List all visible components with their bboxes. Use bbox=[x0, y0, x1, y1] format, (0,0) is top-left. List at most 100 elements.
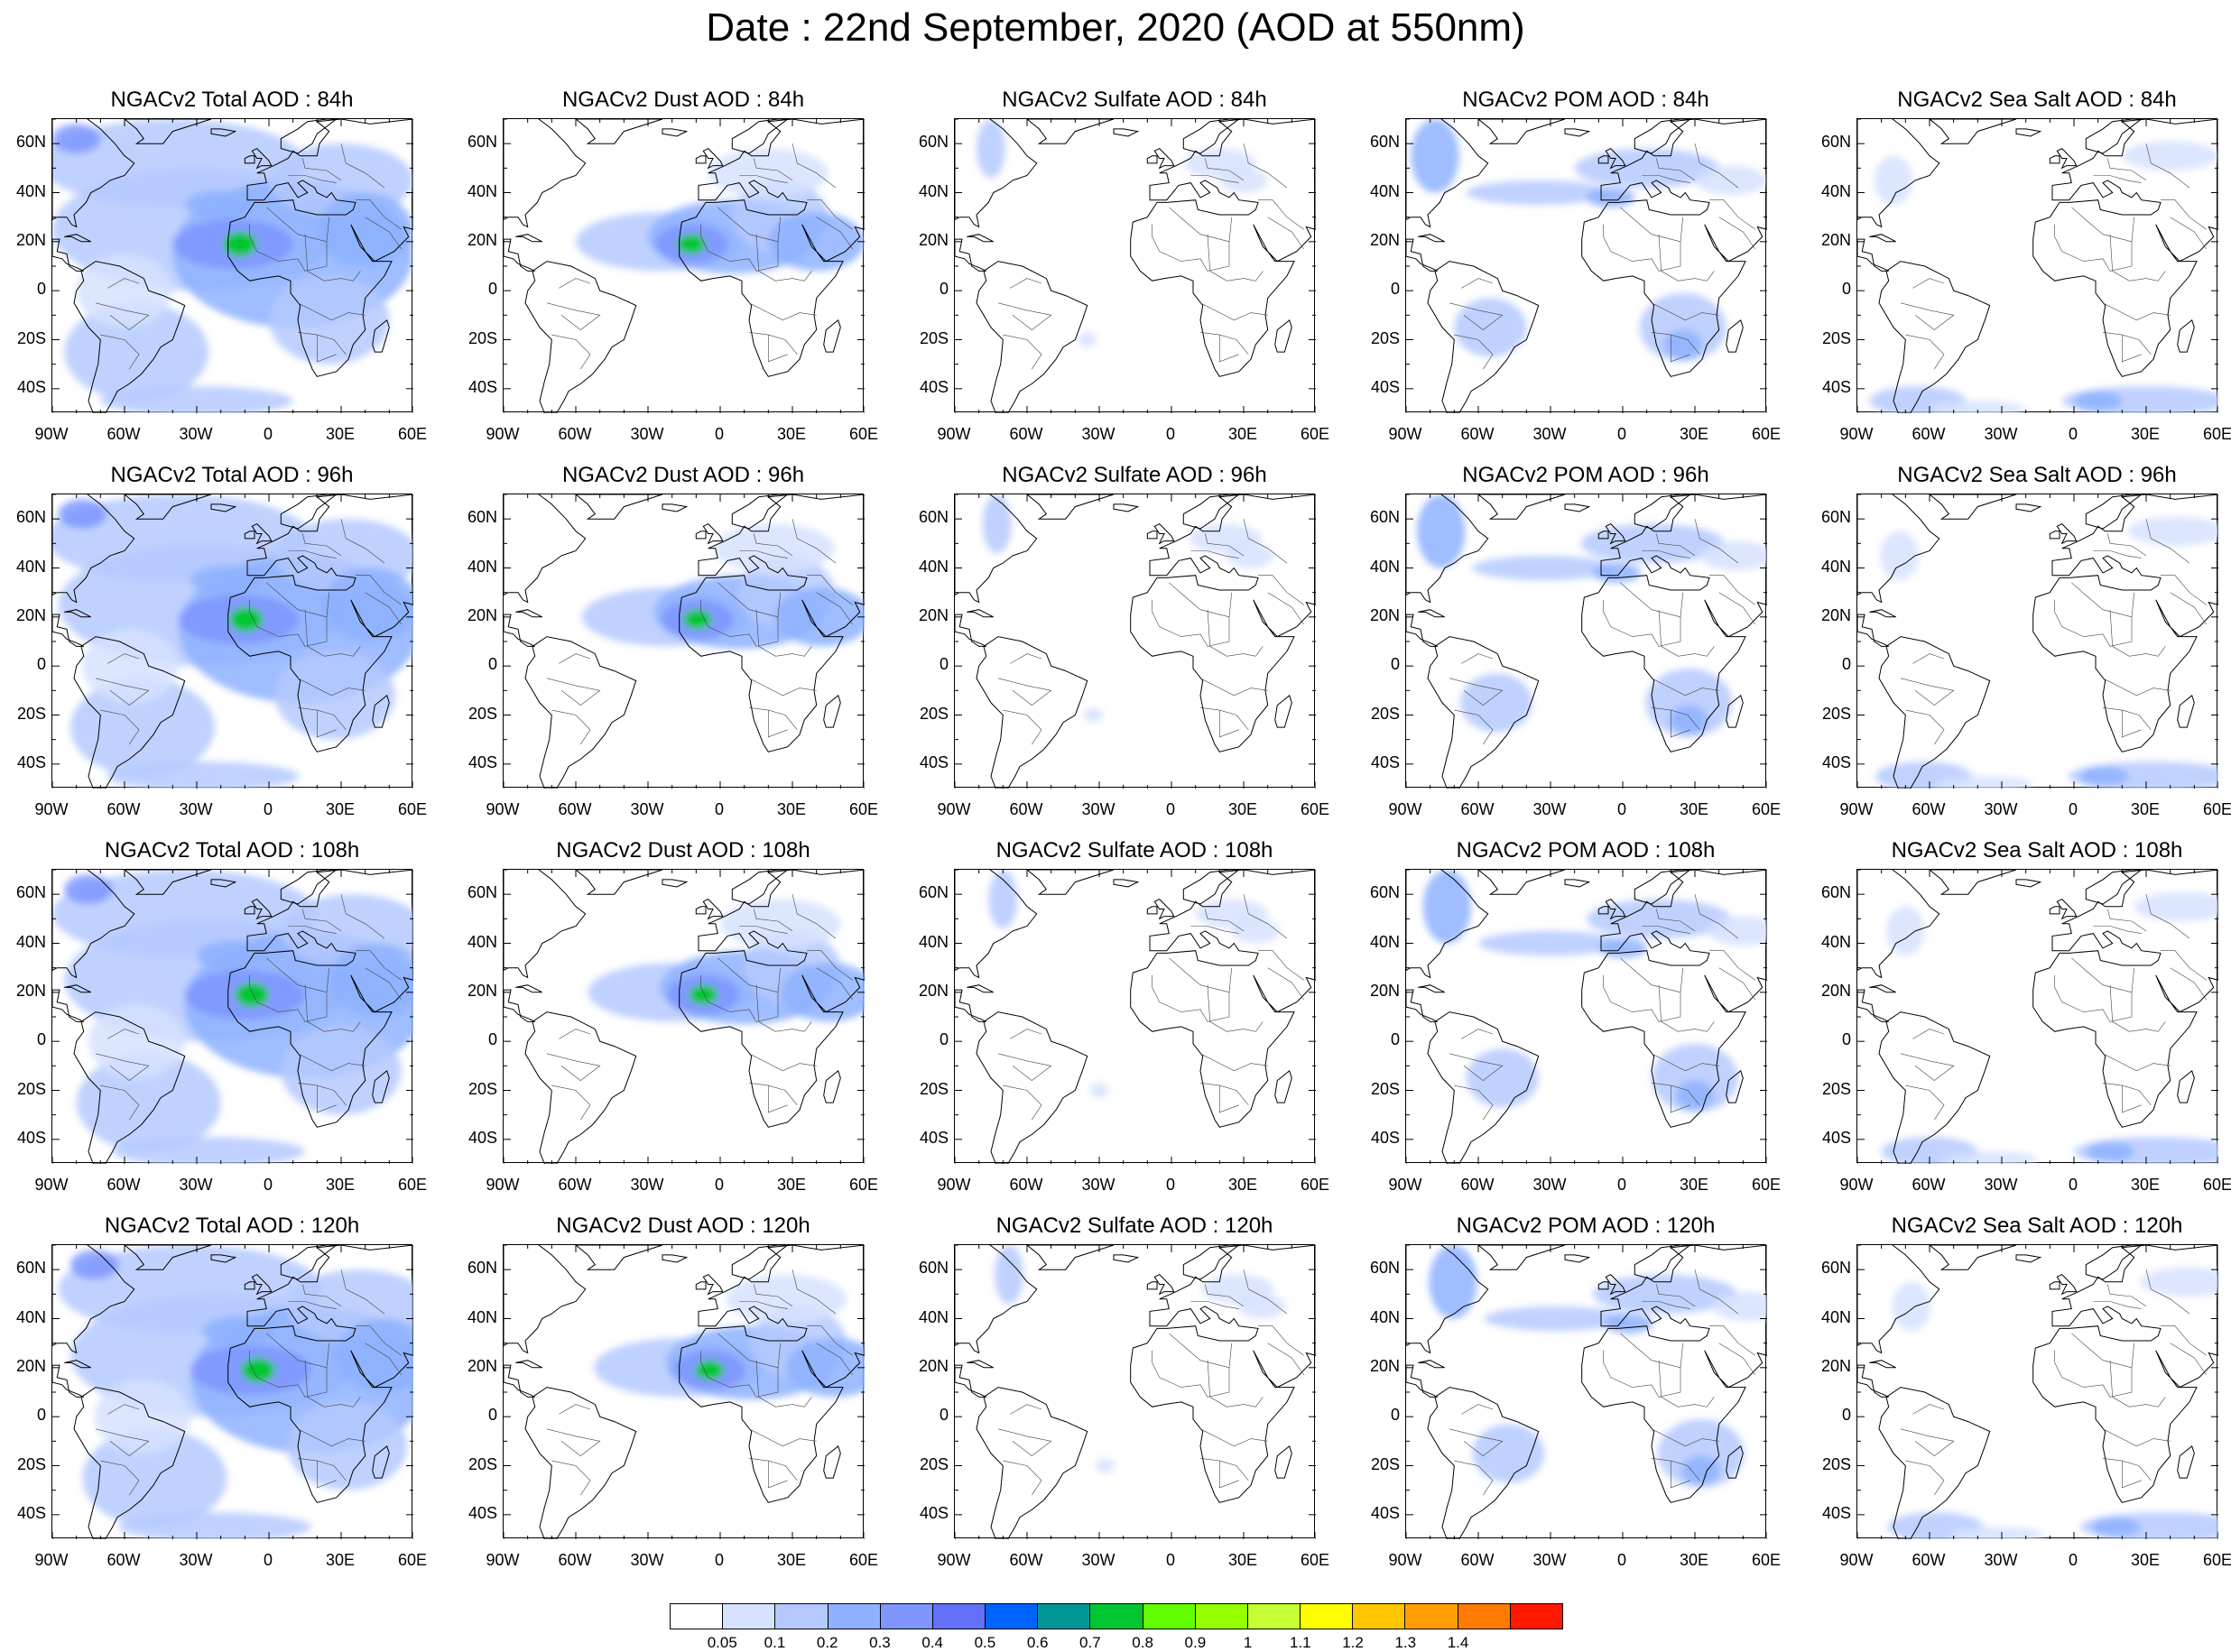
tick-marks bbox=[52, 119, 413, 413]
aod-plume bbox=[768, 212, 865, 272]
x-tick-label: 30W bbox=[179, 800, 213, 818]
map-canvas bbox=[504, 870, 865, 1164]
x-tick-label: 90W bbox=[1839, 1551, 1874, 1569]
colorbar-label: 1.2 bbox=[1342, 1634, 1364, 1651]
coastline bbox=[2015, 879, 2042, 888]
y-tick-label: 40S bbox=[919, 1503, 949, 1522]
y-tick-label: 40N bbox=[1369, 181, 1400, 200]
aod-field bbox=[52, 870, 413, 1164]
aod-plume bbox=[229, 606, 264, 632]
y-tick-label: 40S bbox=[16, 377, 46, 396]
country-border bbox=[700, 217, 781, 272]
y-tick-label: 60N bbox=[1820, 133, 1851, 152]
country-border bbox=[1912, 1404, 1945, 1415]
aod-plume bbox=[184, 189, 257, 220]
coastline bbox=[1026, 119, 1115, 144]
y-tick-label: 20N bbox=[918, 1356, 949, 1375]
x-tick-label: 60E bbox=[1300, 1551, 1330, 1569]
y-tick-label: 40N bbox=[918, 1307, 949, 1326]
tick-marks bbox=[504, 1245, 865, 1539]
x-tick-label: 60E bbox=[848, 800, 879, 818]
coastline bbox=[52, 119, 135, 228]
aod-plume bbox=[1598, 938, 1647, 958]
panel-title: NGACv2 POM AOD : 96h bbox=[1462, 463, 1709, 487]
panel-title: NGACv2 Sulfate AOD : 84h bbox=[1002, 88, 1267, 112]
country-border bbox=[1205, 1284, 1245, 1307]
y-tick-label: 60N bbox=[918, 133, 949, 152]
coastline bbox=[227, 870, 413, 1128]
x-tick-label: 0 bbox=[1616, 1176, 1626, 1194]
country-border bbox=[1207, 1360, 1264, 1407]
aod-plume bbox=[76, 1053, 221, 1152]
country-border bbox=[700, 967, 781, 1022]
country-border bbox=[2093, 175, 2142, 183]
coastline bbox=[1182, 119, 1240, 154]
x-tick-label: 60W bbox=[558, 1176, 592, 1194]
coastline bbox=[1406, 119, 1489, 228]
coastline bbox=[1113, 1254, 1140, 1263]
country-border bbox=[1219, 710, 1239, 738]
coastline bbox=[2015, 128, 2042, 137]
map-panel-total-aod-row3: NGACv2 Total AOD : 108h 90W 60W 30W 0 30E 60E 6… bbox=[16, 838, 427, 1194]
panel-title: NGACv2 Total AOD : 120h bbox=[104, 1214, 360, 1238]
country-border bbox=[302, 1284, 342, 1307]
coastline bbox=[1597, 906, 1609, 915]
country-border bbox=[2145, 1269, 2190, 1315]
panel-title: NGACv2 POM AOD : 108h bbox=[1456, 838, 1716, 863]
country-border bbox=[755, 609, 812, 657]
coastline bbox=[227, 494, 413, 752]
coastline bbox=[575, 119, 663, 144]
x-tick-label: 90W bbox=[937, 1176, 971, 1194]
coastline bbox=[1929, 494, 2017, 520]
coastline bbox=[1581, 494, 1767, 752]
coastline bbox=[1406, 870, 1489, 979]
country-border bbox=[302, 533, 342, 557]
x-tick-label: 30E bbox=[325, 1176, 356, 1194]
x-tick-label: 30E bbox=[2130, 1176, 2161, 1194]
aod-plume bbox=[1089, 1083, 1109, 1098]
country-border bbox=[717, 207, 779, 243]
colorbar-label: 1.3 bbox=[1394, 1634, 1417, 1651]
coastline bbox=[1477, 1245, 1566, 1270]
aod-plume bbox=[1695, 165, 1767, 196]
y-tick-label: 20N bbox=[918, 230, 949, 249]
coastline bbox=[1869, 234, 1896, 243]
coastlines bbox=[1857, 870, 2218, 1164]
aod-plume bbox=[1226, 543, 1274, 568]
country-border bbox=[1651, 707, 1700, 730]
colorbar-label: 0.8 bbox=[1132, 1634, 1153, 1651]
x-tick-label: 60W bbox=[1912, 1551, 1946, 1569]
coastline bbox=[731, 119, 789, 154]
country-border bbox=[297, 707, 347, 730]
y-tick-label: 60N bbox=[1820, 883, 1851, 902]
country-border bbox=[302, 909, 342, 932]
aod-field bbox=[1881, 891, 2218, 1164]
coastline bbox=[2049, 155, 2060, 164]
country-border bbox=[2107, 1284, 2147, 1307]
map-canvas bbox=[955, 119, 1316, 413]
coastline bbox=[955, 989, 986, 1022]
coastline bbox=[1857, 1245, 1940, 1354]
x-tick-label: 60W bbox=[106, 425, 141, 443]
panel-title: NGACv2 Total AOD : 108h bbox=[104, 838, 360, 863]
country-border bbox=[1003, 1460, 1042, 1496]
x-tick-label: 0 bbox=[2068, 1176, 2078, 1194]
country-border bbox=[1461, 278, 1494, 289]
coastline bbox=[1878, 1387, 1991, 1539]
country-border bbox=[807, 199, 853, 230]
coastline bbox=[976, 1387, 1088, 1539]
country-border bbox=[266, 207, 328, 243]
country-border bbox=[748, 1053, 817, 1072]
country-border bbox=[1656, 158, 1696, 181]
coastline bbox=[662, 503, 689, 512]
map-frame bbox=[954, 118, 1316, 413]
x-tick-label: 90W bbox=[1388, 800, 1422, 818]
country-border bbox=[2161, 199, 2207, 230]
aod-plume bbox=[118, 1512, 311, 1539]
country-border bbox=[997, 1428, 1052, 1456]
coastline bbox=[731, 494, 789, 530]
coastline bbox=[702, 522, 724, 545]
map-canvas bbox=[504, 1245, 865, 1539]
country-border bbox=[739, 926, 788, 934]
coastline bbox=[280, 870, 338, 905]
